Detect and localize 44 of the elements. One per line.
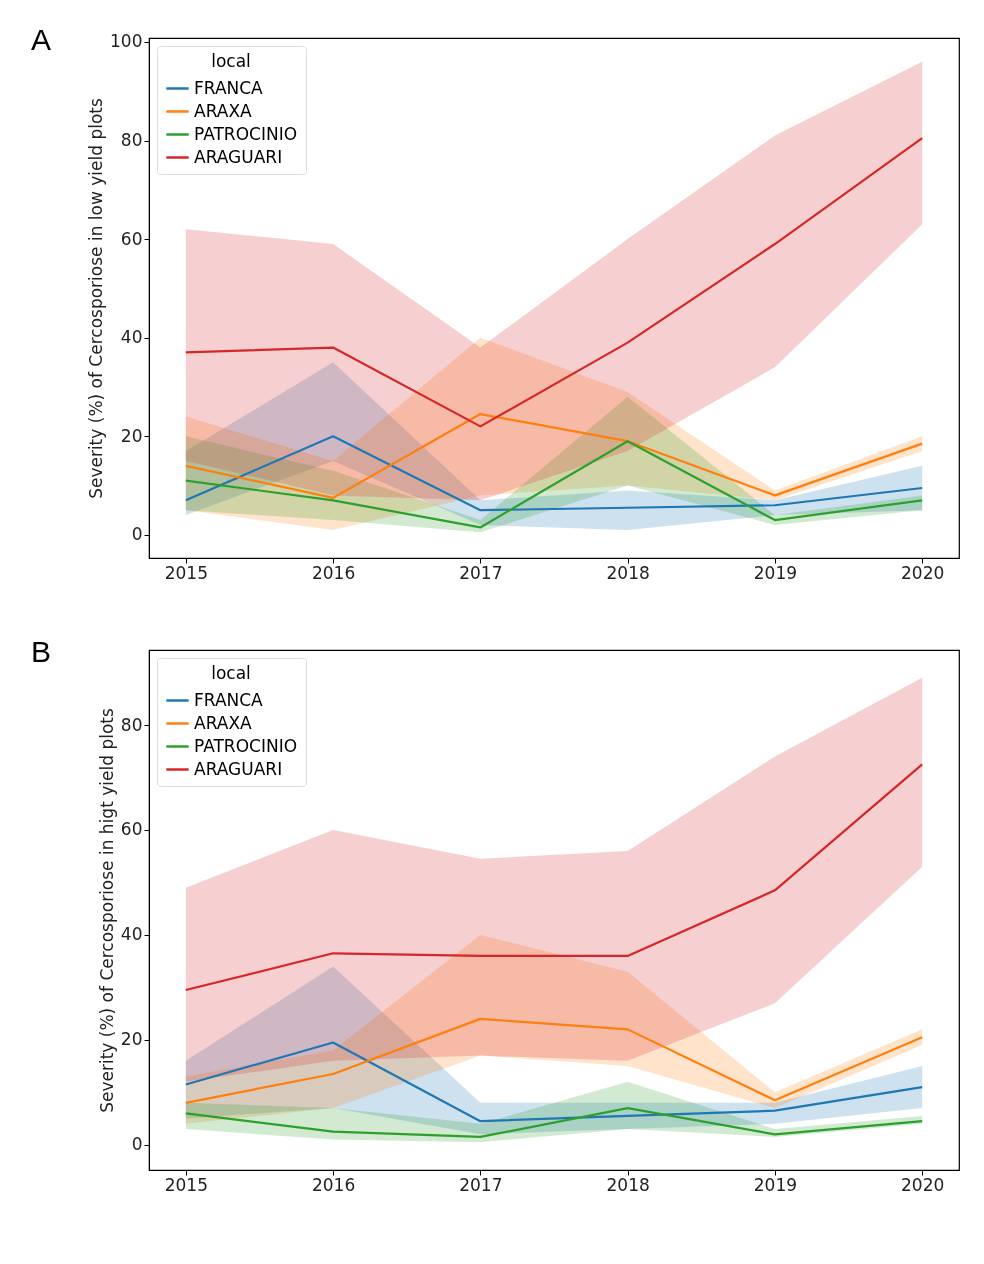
x-tick-label: 2019: [753, 562, 798, 583]
legend-label: PATROCINIO: [194, 123, 298, 144]
line-series: [184, 763, 924, 992]
x-tick-label: 2017: [459, 562, 503, 583]
line-series: [184, 412, 924, 499]
legend-label: ARAXA: [194, 712, 253, 733]
text: A: [31, 23, 52, 56]
x-tick-label: 2015: [164, 1174, 208, 1195]
legend-label: FRANCA: [194, 77, 264, 98]
legend-title: local: [211, 51, 251, 71]
x-tick-label: 2020: [901, 1174, 945, 1195]
x-tick-label: 2017: [459, 1174, 503, 1195]
x-tick-label: 2016: [311, 562, 356, 583]
y-tick-label: 80: [120, 130, 143, 151]
legend-label: PATROCINIO: [194, 735, 298, 756]
line-series: [184, 1041, 924, 1123]
x-tick-label: 2016: [311, 1174, 356, 1195]
y-tick-label: 0: [131, 1134, 143, 1155]
y-axis-title: Severity (%) of Cercosporiose in higt yield plots: [96, 708, 117, 1113]
legend-label: FRANCA: [194, 689, 264, 710]
line-series: [184, 1106, 924, 1139]
x-tick-label: 2018: [606, 1174, 650, 1195]
x-tick-label: 2018: [606, 562, 650, 583]
y-tick-label: 100: [110, 31, 143, 52]
y-tick-label: 0: [131, 524, 143, 545]
legend-label: ARAGUARI: [194, 758, 283, 779]
legend-label: ARAXA: [194, 100, 253, 121]
y-tick-label: 80: [120, 714, 143, 735]
y-tick-label: 40: [120, 327, 143, 348]
text: B: [31, 635, 52, 668]
legend-title: local: [211, 663, 251, 683]
line-series: [184, 440, 924, 529]
x-tick-label: 2020: [901, 562, 945, 583]
legend-label: ARAGUARI: [194, 146, 283, 167]
y-tick-label: 60: [120, 819, 143, 840]
y-tick-label: 20: [120, 1029, 143, 1050]
y-tick-label: 40: [120, 924, 143, 945]
y-tick-label: 20: [120, 425, 143, 446]
line-series: [184, 1017, 924, 1104]
x-tick-label: 2015: [164, 562, 208, 583]
y-axis-title: Severity (%) of Cercosporiose in low yield plots: [86, 98, 107, 499]
line-series: [184, 435, 924, 512]
x-tick-label: 2019: [753, 1174, 798, 1195]
y-tick-label: 60: [120, 228, 143, 249]
